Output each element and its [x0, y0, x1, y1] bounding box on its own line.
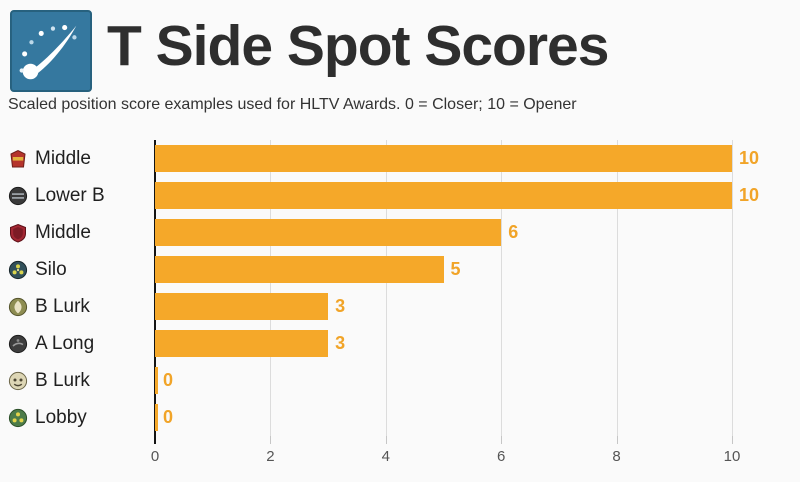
category-label: B Lurk	[8, 288, 150, 325]
bar-value-label: 5	[450, 259, 461, 279]
page-title: T Side Spot Scores	[107, 14, 609, 78]
category-label-text: A Long	[35, 332, 95, 354]
gridline	[616, 140, 618, 443]
category-row: B Lurk 3	[8, 288, 732, 325]
category-row: Lower B 10	[8, 177, 759, 214]
category-label-text: Silo	[35, 258, 67, 280]
x-tick	[385, 436, 387, 444]
bar	[155, 182, 732, 209]
bar-value-label: 3	[335, 296, 346, 316]
bar-value-label: 10	[739, 148, 760, 168]
category-label-text: B Lurk	[35, 369, 90, 391]
bar	[155, 293, 329, 320]
bar	[155, 219, 502, 246]
category-label: Lobby	[8, 399, 150, 436]
category-label: Lower B	[8, 177, 150, 214]
bar	[155, 145, 732, 172]
x-tick-label: 10	[723, 448, 741, 465]
comet-logo-graphic	[10, 10, 92, 92]
category-label-text: Middle	[35, 147, 91, 169]
x-tick-label: 0	[150, 448, 160, 465]
bar-value-label: 10	[739, 185, 760, 205]
gridline	[385, 140, 387, 443]
category-row: A Long 3	[8, 325, 732, 362]
bar	[155, 330, 329, 357]
x-tick	[270, 436, 272, 444]
bar	[155, 404, 158, 431]
x-tick-label: 4	[381, 448, 390, 465]
bar-value-label: 3	[335, 333, 346, 353]
category-row: B Lurk 0	[8, 362, 732, 399]
x-tick	[732, 436, 733, 444]
bar-value-label: 6	[508, 222, 519, 242]
mirage-crest-icon	[8, 149, 28, 169]
category-row: Lobby 0	[8, 399, 732, 436]
comet-logo	[10, 10, 92, 92]
category-label-text: Middle	[35, 221, 91, 243]
nuke-radiation-icon	[8, 260, 28, 280]
category-label-text: Lower B	[35, 184, 105, 206]
x-tick	[616, 436, 618, 444]
category-label: A Long	[8, 325, 150, 362]
gridline	[501, 140, 503, 443]
plot-area: 0 2 4 6 8 10 Middle 10 Lower B 10 Middle 6 Silo 5 B Lu…	[8, 140, 759, 465]
category-label-text: B Lurk	[35, 295, 90, 317]
x-tick-label: 8	[612, 448, 621, 465]
category-row: Middle 10	[10, 140, 759, 177]
inferno-flame-icon	[8, 297, 28, 317]
category-label-text: Lobby	[35, 406, 87, 428]
category-label: Silo	[8, 251, 150, 288]
nuke-green-icon	[8, 408, 28, 428]
category-label: Middle	[8, 214, 150, 251]
dark-badge-icon	[8, 334, 28, 354]
gridline	[270, 140, 272, 443]
category-label: Middle	[8, 140, 150, 177]
cache-shield-icon	[8, 223, 28, 243]
category-row: Silo 5	[8, 251, 732, 288]
page-subtitle: Scaled position score examples used for …	[8, 96, 577, 113]
dust2-badge-icon	[8, 371, 28, 391]
bar-value-label: 0	[163, 370, 174, 390]
x-tick	[501, 436, 503, 444]
bar-value-label: 0	[163, 407, 174, 427]
bar	[155, 256, 444, 283]
train-badge-icon	[8, 186, 28, 206]
x-tick-label: 6	[497, 448, 506, 465]
bar	[155, 367, 158, 394]
x-tick-label: 2	[266, 448, 275, 465]
category-row: Middle 6	[10, 214, 732, 251]
gridline	[732, 140, 733, 443]
category-label: B Lurk	[8, 362, 150, 399]
x-axis-line	[154, 140, 156, 444]
